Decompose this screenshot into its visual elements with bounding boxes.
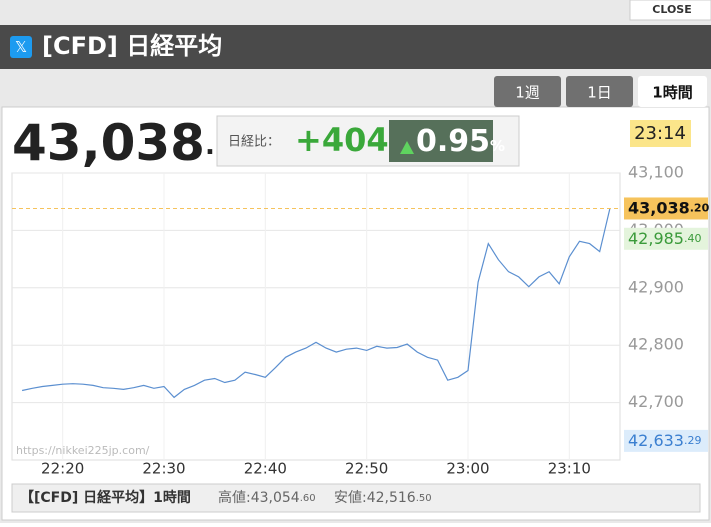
footer-bar (11, 483, 701, 513)
price-tag-decimals: .20 (690, 201, 710, 214)
footer-low: 安値:42,516.50 (334, 490, 432, 506)
tab-label[interactable]: 1日 (587, 84, 612, 102)
low-value: 42,516 (367, 490, 416, 506)
header-bar (0, 25, 711, 69)
y-tick-label: 42,700 (628, 392, 684, 411)
price-tag-int: 43,038 (628, 198, 690, 217)
footer-high: 高値:43,054.60 (218, 489, 316, 506)
tab-label[interactable]: 1週 (515, 84, 540, 102)
price-tag-decimals: .40 (684, 232, 702, 245)
low-label: 安値: (334, 490, 367, 506)
price-tag (624, 227, 708, 250)
high-value: 43,054 (251, 490, 300, 506)
price-tag-decimals: .29 (684, 434, 702, 447)
footer-title: 【[CFD] 日経平均】1時間 (20, 489, 191, 506)
x-tick-label: 23:10 (548, 460, 591, 478)
time-badge (630, 120, 691, 147)
percent-badge (389, 120, 493, 162)
x-tick-label: 22:30 (142, 460, 185, 478)
plot-area (11, 172, 621, 461)
price-tag-label: 43,038.20 (628, 198, 710, 217)
tab[interactable] (494, 76, 561, 107)
up-arrow (400, 141, 414, 154)
header-title: [CFD] 日経平均 (42, 32, 222, 60)
y-tick-label: 42,800 (628, 335, 684, 354)
price-tag-int: 42,633 (628, 430, 684, 449)
tab-label[interactable]: 1時間 (652, 84, 692, 102)
price-tag-label: 42,633.29 (628, 430, 701, 449)
x-icon[interactable] (10, 36, 32, 58)
price-tag (624, 197, 708, 220)
change-label: 日経比： (228, 135, 280, 150)
x-tick-label: 22:20 (41, 460, 84, 478)
low-decimals: .50 (416, 493, 432, 504)
tab[interactable] (566, 76, 633, 107)
price-tag (624, 429, 708, 452)
high-label: 高値: (218, 489, 251, 506)
percent-value: 0.95 (416, 124, 490, 159)
price-tag-label: 42,985.40 (628, 228, 701, 247)
watermark: https://nikkei225jp.com/ (16, 444, 150, 457)
close-label[interactable]: CLOSE (652, 3, 691, 16)
price-tag-int: 42,985 (628, 228, 684, 247)
x-icon-glyph: 𝕏 (15, 38, 27, 56)
change: +404 (295, 121, 389, 159)
close-button[interactable] (629, 0, 711, 21)
y-tick-label: 43,100 (628, 163, 684, 182)
x-tick-label: 22:40 (244, 460, 287, 478)
time: 23:14 (634, 123, 686, 144)
y-tick-label: 42,900 (628, 277, 684, 296)
price-line (21, 208, 611, 399)
x-tick-label: 23:00 (446, 460, 489, 478)
tab[interactable] (638, 76, 707, 107)
x-tick-label: 22:50 (345, 460, 388, 478)
percent-unit: % (490, 137, 505, 155)
percent: 0.95% (416, 124, 505, 159)
high-decimals: .60 (300, 493, 316, 504)
price-int: 43,038 (12, 114, 205, 172)
